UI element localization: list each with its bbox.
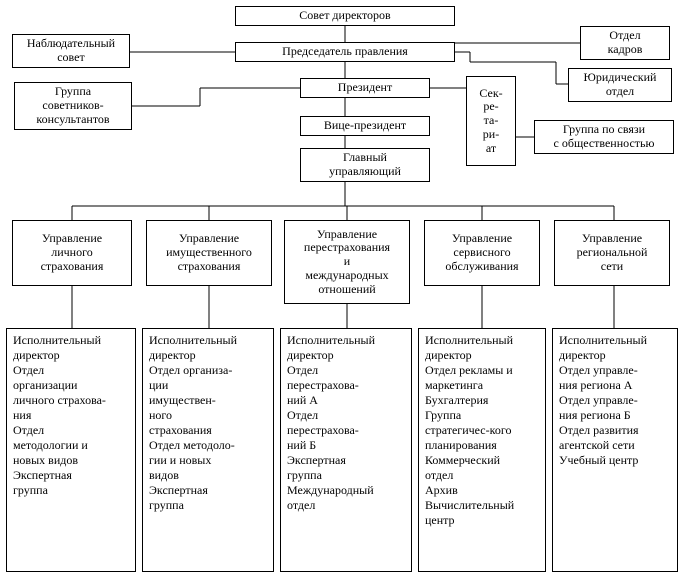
list-item: Отдел организа-: [149, 363, 267, 378]
list-item: Экспертная: [13, 468, 129, 483]
label: Юридический отдел: [584, 71, 657, 99]
list-item: группа: [13, 483, 129, 498]
list-item: Исполнительный: [559, 333, 671, 348]
col-1: ИсполнительныйдиректорОтделорганизациили…: [6, 328, 136, 572]
list-item: Отдел управле-: [559, 363, 671, 378]
label: Группа по связи с общественностью: [554, 123, 655, 151]
list-item: директор: [559, 348, 671, 363]
list-item: группа: [149, 498, 267, 513]
node-supervisory: Наблюдательный совет: [12, 34, 130, 68]
list-item: Исполнительный: [287, 333, 405, 348]
list-item: маркетинга: [425, 378, 539, 393]
list-item: перестрахова-: [287, 378, 405, 393]
list-item: гии и новых: [149, 453, 267, 468]
list-item: планирования: [425, 438, 539, 453]
list-item: отдел: [287, 498, 405, 513]
list-item: Исполнительный: [149, 333, 267, 348]
list-item: Отдел: [287, 408, 405, 423]
list-item: Архив: [425, 483, 539, 498]
list-item: центр: [425, 513, 539, 528]
label: Главный управляющий: [329, 151, 401, 179]
list-item: организации: [13, 378, 129, 393]
list-item: Экспертная: [149, 483, 267, 498]
node-legal: Юридический отдел: [568, 68, 672, 102]
node-dep2: Управление имущественного страхования: [146, 220, 272, 286]
col-5: ИсполнительныйдиректорОтдел управле-ния …: [552, 328, 678, 572]
list-item: Коммерческий: [425, 453, 539, 468]
list-item: Отдел: [13, 423, 129, 438]
list-item: личного страхова-: [13, 393, 129, 408]
list-item: агентской сети: [559, 438, 671, 453]
col-3: ИсполнительныйдиректорОтделперестрахова-…: [280, 328, 412, 572]
list-item: Отдел методоло-: [149, 438, 267, 453]
node-dep4: Управление сервисного обслуживания: [424, 220, 540, 286]
node-president: Президент: [300, 78, 430, 98]
node-vicepresident: Вице-президент: [300, 116, 430, 136]
list-item: Бухгалтерия: [425, 393, 539, 408]
list-item: Отдел развития: [559, 423, 671, 438]
col-2: ИсполнительныйдиректорОтдел организа-ции…: [142, 328, 274, 572]
list-item: методологии и: [13, 438, 129, 453]
label: Вице-президент: [324, 119, 406, 133]
label: Управление сервисного обслуживания: [445, 232, 518, 273]
label: Группа советников- консультантов: [36, 85, 109, 126]
label: Управление региональной сети: [577, 232, 648, 273]
list-item: стратегичес-кого: [425, 423, 539, 438]
list-item: Отдел рекламы и: [425, 363, 539, 378]
list-item: перестрахова-: [287, 423, 405, 438]
list-item: ного: [149, 408, 267, 423]
node-dep1: Управление личного страхования: [12, 220, 132, 286]
list-item: Отдел управле-: [559, 393, 671, 408]
node-hr: Отдел кадров: [580, 26, 670, 60]
node-advisors: Группа советников- консультантов: [14, 82, 132, 130]
list-item: ния: [13, 408, 129, 423]
list-item: Отдел: [13, 363, 129, 378]
node-dep5: Управление региональной сети: [554, 220, 670, 286]
list-item: Отдел: [287, 363, 405, 378]
list-item: ции: [149, 378, 267, 393]
list-item: ний Б: [287, 438, 405, 453]
node-chairman: Председатель правления: [235, 42, 455, 62]
label: Президент: [338, 81, 392, 95]
node-secretariat: Сек- ре- та- ри- ат: [466, 76, 516, 166]
list-item: ний А: [287, 393, 405, 408]
list-item: Международный: [287, 483, 405, 498]
list-item: Группа: [425, 408, 539, 423]
label: Отдел кадров: [608, 29, 643, 57]
label: Управление перестрахования и международн…: [304, 228, 390, 297]
list-item: директор: [13, 348, 129, 363]
list-item: Исполнительный: [13, 333, 129, 348]
col-4: ИсполнительныйдиректорОтдел рекламы имар…: [418, 328, 546, 572]
node-board: Совет директоров: [235, 6, 455, 26]
node-dep3: Управление перестрахования и международн…: [284, 220, 410, 304]
list-item: директор: [425, 348, 539, 363]
list-item: страхования: [149, 423, 267, 438]
label: Наблюдательный совет: [27, 37, 115, 65]
list-item: новых видов: [13, 453, 129, 468]
node-pr: Группа по связи с общественностью: [534, 120, 674, 154]
label: Совет директоров: [299, 9, 390, 23]
list-item: группа: [287, 468, 405, 483]
list-item: имуществен-: [149, 393, 267, 408]
label: Председатель правления: [282, 45, 408, 59]
list-item: ния региона Б: [559, 408, 671, 423]
list-item: видов: [149, 468, 267, 483]
list-item: директор: [287, 348, 405, 363]
list-item: Исполнительный: [425, 333, 539, 348]
list-item: Экспертная: [287, 453, 405, 468]
list-item: Вычислительный: [425, 498, 539, 513]
label: Сек- ре- та- ри- ат: [479, 87, 502, 156]
list-item: Учебный центр: [559, 453, 671, 468]
list-item: ния региона А: [559, 378, 671, 393]
node-ceo: Главный управляющий: [300, 148, 430, 182]
label: Управление имущественного страхования: [166, 232, 252, 273]
label: Управление личного страхования: [41, 232, 104, 273]
list-item: директор: [149, 348, 267, 363]
list-item: отдел: [425, 468, 539, 483]
